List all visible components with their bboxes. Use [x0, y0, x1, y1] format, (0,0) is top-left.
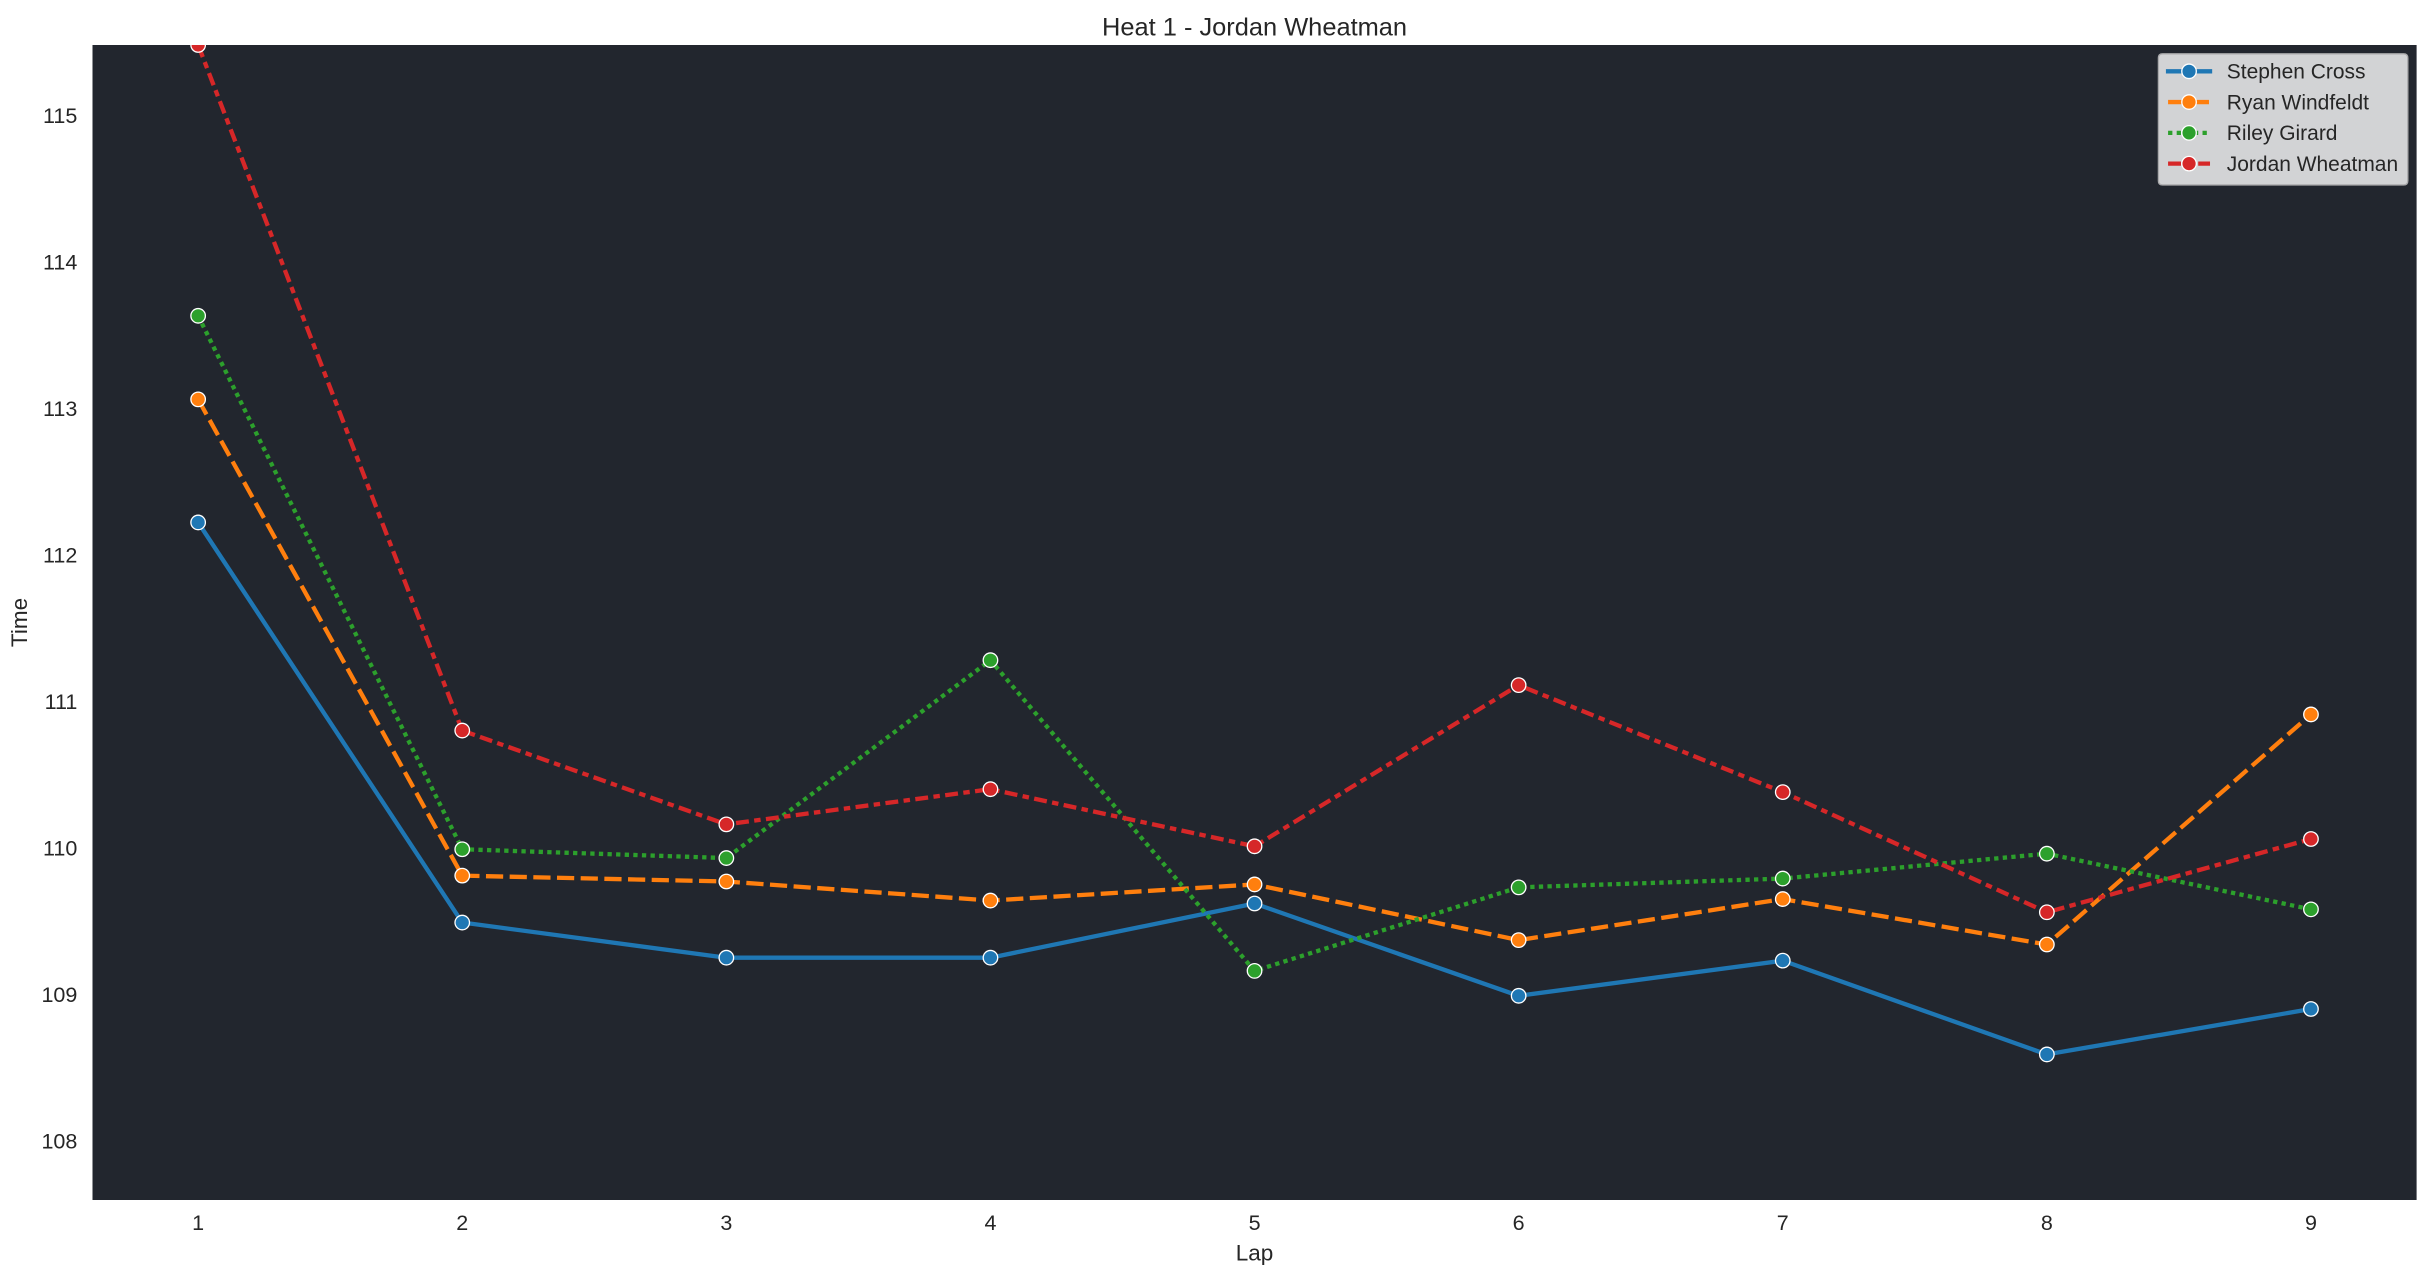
svg-text:112: 112: [43, 543, 77, 567]
svg-text:2: 2: [456, 1211, 468, 1235]
svg-text:113: 113: [43, 397, 77, 421]
svg-text:Jordan Wheatman: Jordan Wheatman: [2227, 153, 2398, 176]
svg-text:8: 8: [2041, 1211, 2053, 1235]
svg-text:1: 1: [192, 1211, 204, 1235]
svg-text:3: 3: [720, 1211, 732, 1235]
svg-text:111: 111: [45, 690, 78, 714]
svg-text:7: 7: [1777, 1211, 1789, 1235]
svg-text:Lap: Lap: [1236, 1241, 1274, 1266]
svg-text:108: 108: [41, 1130, 77, 1154]
svg-text:6: 6: [1513, 1211, 1525, 1235]
svg-text:Ryan Windfeldt: Ryan Windfeldt: [2227, 91, 2369, 114]
svg-text:Time: Time: [7, 598, 32, 647]
svg-text:9: 9: [2305, 1211, 2317, 1235]
svg-text:109: 109: [41, 983, 77, 1007]
svg-text:Heat 1 - Jordan Wheatman: Heat 1 - Jordan Wheatman: [1102, 13, 1407, 41]
svg-text:Stephen Cross: Stephen Cross: [2227, 61, 2366, 84]
svg-text:5: 5: [1249, 1211, 1261, 1235]
svg-text:4: 4: [984, 1211, 996, 1235]
svg-text:Riley Girard: Riley Girard: [2227, 122, 2338, 145]
svg-text:115: 115: [43, 104, 77, 128]
svg-text:114: 114: [43, 250, 77, 274]
svg-text:110: 110: [43, 837, 77, 861]
